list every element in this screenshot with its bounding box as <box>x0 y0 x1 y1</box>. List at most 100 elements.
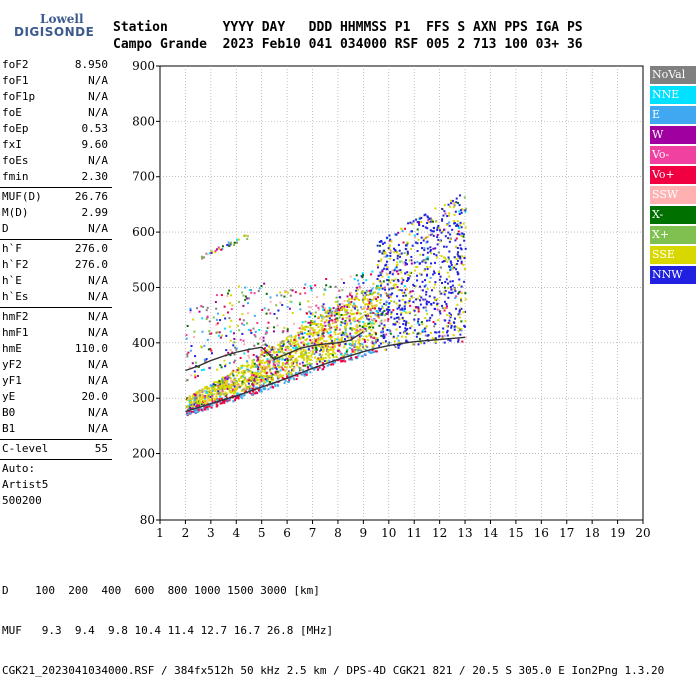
echo-point <box>390 311 393 314</box>
echo-point <box>190 410 193 413</box>
echo-point <box>373 318 376 321</box>
echo-point <box>272 364 275 367</box>
echo-point <box>233 390 236 393</box>
echo-point <box>457 230 460 233</box>
echo-point <box>246 361 249 364</box>
echo-point <box>450 291 453 294</box>
echo-point <box>220 334 223 337</box>
echo-point <box>370 329 373 332</box>
echo-point <box>338 289 341 292</box>
echo-point <box>397 278 400 281</box>
echo-point <box>204 406 207 409</box>
echo-point <box>253 362 256 365</box>
echo-point <box>399 255 402 258</box>
param-value: 26.76 <box>74 190 108 203</box>
echo-point <box>242 378 245 381</box>
echo-point <box>257 342 260 345</box>
echo-point <box>273 383 276 386</box>
param-row: MUF(D) 26.76 <box>0 190 112 206</box>
echo-point <box>397 306 400 309</box>
echo-point <box>375 298 378 301</box>
echo-point <box>237 371 240 374</box>
echo-point <box>193 404 196 407</box>
echo-point <box>187 411 190 414</box>
echo-point <box>265 378 268 381</box>
echo-point <box>296 374 299 377</box>
echo-point <box>421 323 424 326</box>
echo-point <box>284 358 287 361</box>
echo-point <box>358 318 361 321</box>
echo-point <box>349 303 352 306</box>
echo-point <box>241 397 244 400</box>
echo-point <box>396 286 399 289</box>
echo-point <box>378 240 381 243</box>
echo-point <box>375 319 378 322</box>
echo-point <box>200 305 203 308</box>
echo-point <box>405 320 408 323</box>
echo-point <box>420 220 423 223</box>
echo-point <box>196 408 199 411</box>
param-row: foF1p N/A <box>0 90 112 106</box>
echo-point <box>364 353 367 356</box>
param-row: fmin 2.30 <box>0 170 112 186</box>
echo-point <box>375 333 378 336</box>
echo-point <box>445 304 448 307</box>
echo-point <box>373 296 376 299</box>
echo-point <box>438 335 441 338</box>
echo-point <box>296 349 299 352</box>
echo-point <box>314 311 317 314</box>
echo-point <box>460 329 463 332</box>
echo-point <box>329 338 332 341</box>
echo-point <box>300 330 303 333</box>
echo-point <box>251 371 254 374</box>
echo-point <box>338 350 341 353</box>
echo-point <box>198 397 201 400</box>
echo-point <box>314 338 317 341</box>
echo-point <box>287 335 290 338</box>
echo-point <box>298 303 301 306</box>
echo-point <box>284 369 287 372</box>
echo-point <box>428 295 431 298</box>
echo-point <box>345 332 348 335</box>
echo-point <box>333 339 336 342</box>
echo-point <box>379 284 382 287</box>
echo-point <box>429 249 432 252</box>
echo-point <box>287 381 290 384</box>
echo-point <box>393 247 396 250</box>
echo-point <box>419 299 422 302</box>
header-values: Campo Grande 2023 Feb10 041 034000 RSF 0… <box>113 37 583 52</box>
echo-point <box>358 335 361 338</box>
echo-point <box>381 252 384 255</box>
echo-point <box>430 302 433 305</box>
echo-point <box>210 391 213 394</box>
echo-point <box>309 330 312 333</box>
echo-point <box>390 293 393 296</box>
echo-point <box>201 409 204 412</box>
echo-point <box>365 330 368 333</box>
echo-point <box>460 226 463 229</box>
echo-point <box>290 371 293 374</box>
echo-point <box>263 307 266 310</box>
echo-point <box>390 316 393 319</box>
echo-point <box>436 228 439 231</box>
echo-point <box>250 378 253 381</box>
echo-point <box>381 250 384 253</box>
echo-point <box>385 255 388 258</box>
echo-point <box>429 220 432 223</box>
echo-point <box>378 324 381 327</box>
echo-point <box>438 227 441 230</box>
echo-point <box>436 256 439 259</box>
echo-point <box>328 348 331 351</box>
echo-point <box>343 300 346 303</box>
echo-point <box>434 281 437 284</box>
echo-point <box>340 278 343 281</box>
echo-point <box>342 356 345 359</box>
echo-point <box>245 380 248 383</box>
echo-point <box>322 346 325 349</box>
echo-point <box>363 306 366 309</box>
echo-point <box>385 263 388 266</box>
echo-point <box>313 337 316 340</box>
echo-point <box>334 328 337 331</box>
echo-point <box>393 283 396 286</box>
echo-point <box>256 358 259 361</box>
